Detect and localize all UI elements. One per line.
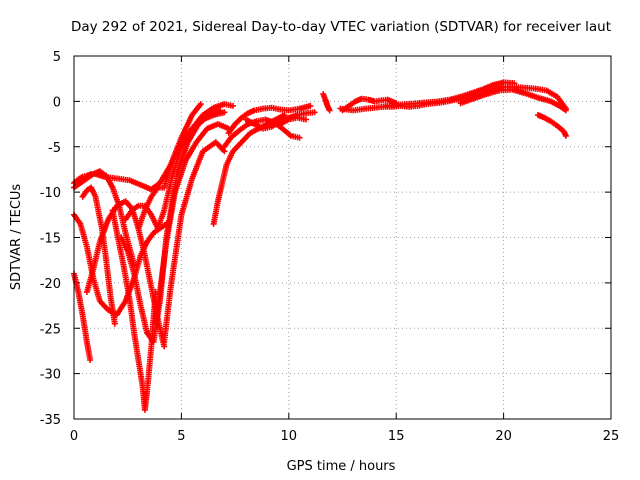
x-tick-label: 5 [177, 429, 185, 444]
y-tick-label: -20 [40, 277, 61, 292]
x-tick-label: 20 [495, 429, 512, 444]
y-tick-label: -5 [48, 141, 61, 156]
x-tick-label: 25 [603, 429, 620, 444]
y-tick-label: -15 [40, 232, 61, 247]
y-tick-label: -10 [40, 186, 61, 201]
y-tick-label: -30 [40, 368, 61, 383]
series-track-11 [152, 121, 232, 327]
y-tick-label: 5 [53, 50, 61, 65]
plot-frame [73, 55, 612, 420]
y-axis-label: SDTVAR / TECUs [9, 184, 24, 291]
data-point-markers [161, 139, 228, 345]
y-tick-label: -25 [40, 322, 61, 337]
x-tick-label: 10 [281, 429, 298, 444]
data-point-markers [277, 114, 309, 128]
data-point-markers [457, 86, 569, 114]
series-track-17 [277, 114, 309, 128]
data-marks [71, 79, 569, 413]
series-track-18 [320, 91, 333, 114]
y-tick-label: -35 [40, 413, 61, 428]
axis-ticks: 0 5 10 15 20 25 -35 -30 -25 -20 -15 -10 -5 0 5 [40, 50, 620, 444]
series-track-10 [135, 101, 236, 232]
x-tick-label: 0 [70, 429, 78, 444]
series-track-15 [225, 102, 314, 137]
x-tick-label: 15 [388, 429, 405, 444]
series-track-23 [457, 86, 569, 114]
y-tick-label: 0 [53, 95, 61, 110]
x-axis-label: GPS time / hours [287, 459, 396, 474]
data-point-markers [535, 112, 569, 139]
data-point-markers [152, 121, 232, 327]
series-track-12 [161, 139, 228, 345]
data-point-markers [225, 102, 314, 137]
series-track-24 [535, 112, 569, 139]
data-point-markers [320, 91, 333, 114]
chart-title: Day 292 of 2021, Sidereal Day-to-day VTE… [71, 19, 611, 35]
data-point-markers [135, 101, 236, 232]
